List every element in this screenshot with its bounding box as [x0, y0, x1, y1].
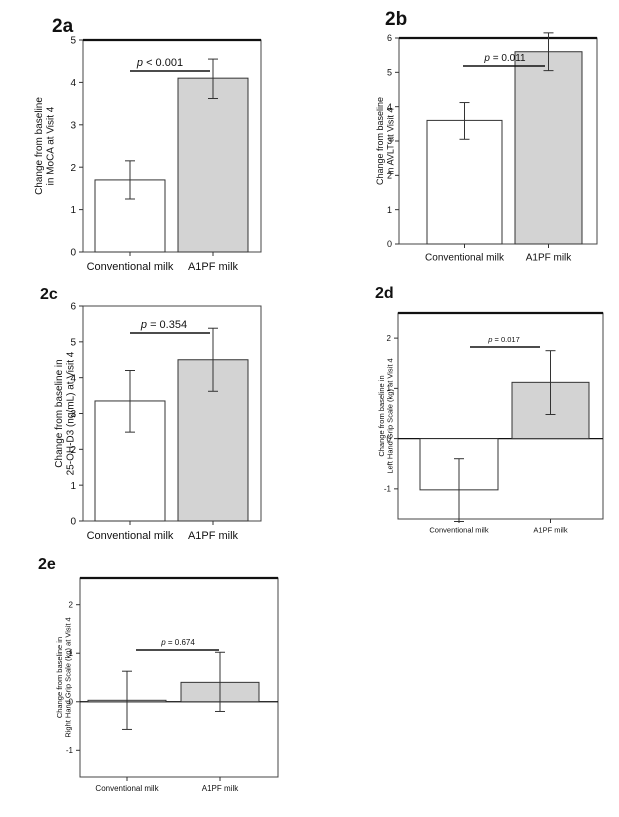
p-symbol: p [140, 319, 147, 331]
panel-label-2a: 2a [52, 16, 74, 37]
p-value-label: p = 0.017 [487, 335, 520, 344]
y-axis-label-line: Left Hand Grip Scale (kg) at Visit 4 [386, 358, 395, 473]
y-tick-label: 2 [387, 171, 392, 181]
y-tick-label: 2 [387, 334, 392, 343]
p-symbol: p [483, 53, 490, 64]
y-axis-label: Change from baselinein AVLT at Visit 4 [375, 97, 395, 185]
panel-2a: 2a 0 1 2 3 4 5 Change from baselinein MoCA at V… [34, 16, 262, 273]
y-tick-label: 5 [70, 36, 76, 47]
p-value: = 0.674 [166, 638, 196, 647]
y-tick-label: 3 [387, 136, 392, 146]
p-symbol: p [136, 57, 143, 69]
category-label: A1PF milk [188, 530, 239, 542]
y-tick-label: 1 [387, 205, 392, 215]
y-tick-label: -1 [384, 485, 392, 494]
y-axis-label-line: Change from baseline [375, 97, 385, 185]
y-tick-label: 1 [70, 205, 76, 216]
p-value: = 0.017 [492, 335, 519, 344]
p-value-label: p = 0.674 [160, 638, 195, 647]
y-tick-label: 0 [387, 434, 392, 443]
category-label: Conventional milk [425, 253, 505, 264]
category-label: A1PF milk [188, 261, 239, 273]
y-tick-label: 1 [387, 384, 392, 393]
p-value: < 0.001 [143, 57, 183, 69]
y-axis-label-line: in AVLT at Visit 4 [385, 108, 395, 175]
category-label: Conventional milk [429, 525, 488, 534]
y-tick-label: 0 [387, 239, 392, 249]
y-tick-label: 6 [70, 302, 76, 313]
p-symbol: p [160, 638, 166, 647]
plot-frame [79, 577, 279, 778]
y-tick-label: 0 [70, 517, 76, 528]
y-axis-label-line: Change from baseline in [55, 637, 64, 718]
category-label: A1PF milk [202, 784, 239, 793]
y-axis-label: Change from baseline inLeft Hand Grip Sc… [377, 358, 395, 473]
panel-label-2e: 2e [38, 556, 56, 573]
y-tick-label: 2 [69, 601, 74, 610]
y-tick-label: 1 [70, 481, 76, 492]
category-label: A1PF milk [533, 525, 567, 534]
panel-label-2d: 2d [375, 285, 394, 302]
y-tick-label: 5 [70, 337, 76, 348]
y-tick-label: 2 [70, 163, 76, 174]
panel-2b: 2b 0 1 2 3 4 5 6 Change from baselinein AVLT at … [375, 9, 598, 264]
y-axis-label: Change from baselinein MoCA at Visit 4 [34, 97, 57, 195]
category-label: Conventional milk [87, 261, 174, 273]
p-value-label: p = 0.011 [483, 53, 526, 64]
p-value-label: p < 0.001 [136, 57, 183, 69]
y-tick-label: 6 [387, 33, 392, 43]
category-label: Conventional milk [87, 530, 174, 542]
y-tick-label: 0 [69, 698, 74, 707]
y-axis-label: Change from baseline in25-OH-D3 (ng/mL) … [54, 351, 77, 475]
p-value: = 0.011 [490, 53, 526, 64]
category-label: A1PF milk [526, 253, 573, 264]
panel-2d: 2d -1 0 1 2 Change from baseline inLeft Hand … [375, 285, 604, 534]
panel-label-2c: 2c [40, 286, 58, 303]
y-axis-label-line: Change from baseline [34, 97, 45, 195]
bar-conventional [426, 119, 503, 245]
panel-2c: 2c 0 1 2 3 4 5 6 Change from baseline in25-OH-D3… [40, 286, 262, 542]
bar-a1pf [514, 51, 583, 245]
y-axis-label-line: in MoCA at Visit 4 [46, 106, 57, 185]
y-axis-label-line: Change from baseline in [54, 359, 65, 467]
panel-2e: 2e -1 0 1 2 Change from baseline inRight Hand… [38, 556, 279, 793]
p-symbol: p [487, 335, 492, 344]
bar-a1pf [177, 77, 249, 253]
y-axis-label-line: 25-OH-D3 (ng/mL) at Visit 4 [66, 351, 77, 475]
y-tick-label: 3 [70, 120, 76, 131]
y-axis-label-line: Right Hand Grip Scale (kg) at Visit 4 [64, 617, 73, 737]
p-value: = 0.354 [147, 319, 187, 331]
category-label: Conventional milk [95, 784, 159, 793]
y-tick-label: 2 [70, 445, 76, 456]
y-tick-label: 4 [70, 78, 76, 89]
panel-label-2b: 2b [385, 9, 407, 30]
y-tick-label: 4 [70, 373, 76, 384]
y-tick-label: 1 [69, 649, 74, 658]
y-tick-label: 3 [70, 409, 76, 420]
y-tick-label: 0 [70, 248, 76, 259]
y-tick-label: 5 [387, 68, 392, 78]
y-tick-label: 4 [387, 102, 392, 112]
y-axis-label: Change from baseline inRight Hand Grip S… [55, 617, 73, 737]
y-axis-label-line: Change from baseline in [377, 375, 386, 456]
p-value-label: p = 0.354 [140, 319, 187, 331]
y-tick-label: -1 [66, 746, 74, 755]
